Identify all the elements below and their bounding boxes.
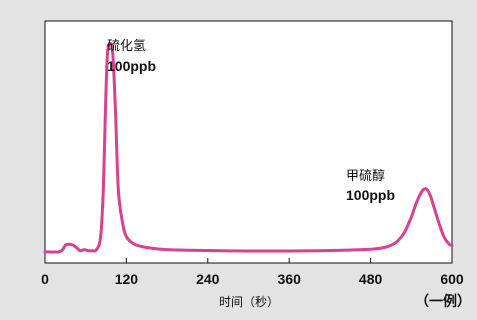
annotation-value-2: 100ppb — [346, 187, 395, 203]
example-note: （一例） — [415, 293, 471, 310]
x-tick-label-240: 240 — [196, 271, 220, 287]
x-tick-label-120: 120 — [115, 271, 139, 287]
x-tick-label-600: 600 — [440, 271, 464, 287]
x-ticks: 0 120 240 360 480 600 — [41, 258, 464, 287]
series-group — [43, 42, 454, 254]
x-tick-label-0: 0 — [41, 271, 49, 287]
x-tick-label-480: 480 — [359, 271, 383, 287]
x-axis-title: 时间（秒） — [219, 295, 279, 309]
annotations: 硫化氢 100ppb 甲硫醇 100ppb — [107, 39, 395, 203]
annotation-label-2: 甲硫醇 — [346, 168, 385, 184]
x-tick-label-360: 360 — [278, 271, 302, 287]
series-line-0 — [43, 42, 454, 254]
annotation-value-1: 100ppb — [107, 58, 156, 74]
annotation-label-1: 硫化氢 — [107, 39, 146, 54]
